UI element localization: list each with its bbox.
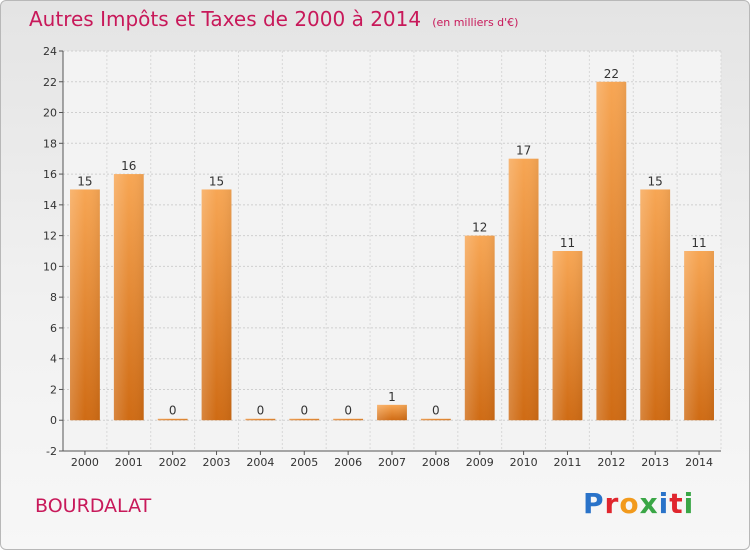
logo-letter: P <box>583 487 605 520</box>
commune-name: BOURDALAT <box>35 495 152 517</box>
bar-shade-2012 <box>596 81 627 421</box>
label-layer: 15 16 0 15 0 0 0 1 0 12 17 11 22 15 11 <box>77 67 706 418</box>
x-tick-label: 2006 <box>334 456 362 469</box>
data-label: 17 <box>516 144 531 158</box>
x-tick-label: 2012 <box>597 456 625 469</box>
data-label: 11 <box>691 236 706 250</box>
bar-shade-2013 <box>640 189 671 421</box>
y-tick-label: 24 <box>43 45 57 58</box>
y-tick-label: 6 <box>50 322 57 335</box>
chart-title: Autres Impôts et Taxes de 2000 à 2014 <box>29 7 422 31</box>
data-label: 0 <box>300 404 308 418</box>
bar-shade-2005 <box>289 418 320 421</box>
x-tick-label: 2014 <box>685 456 713 469</box>
data-label: 1 <box>388 390 396 404</box>
y-tick-label: 14 <box>43 199 57 212</box>
x-tick-label: 2011 <box>553 456 581 469</box>
y-tick-label: -2 <box>46 445 57 458</box>
data-label: 22 <box>604 67 619 81</box>
bar-layer <box>70 81 714 421</box>
x-tick-label: 2010 <box>510 456 538 469</box>
x-tick-label: 2004 <box>246 456 274 469</box>
y-tick-label: 10 <box>43 260 57 273</box>
data-label: 0 <box>257 404 265 418</box>
data-label: 0 <box>344 404 352 418</box>
bar-shade-2003 <box>201 189 232 421</box>
y-tick-label: 16 <box>43 168 57 181</box>
y-tick-label: 18 <box>43 137 57 150</box>
bar-shade-2002 <box>157 418 188 421</box>
x-tick-label: 2001 <box>115 456 143 469</box>
x-tick-label: 2005 <box>290 456 318 469</box>
y-tick-label: 20 <box>43 107 57 120</box>
x-tick-label: 2009 <box>466 456 494 469</box>
bar-shade-2006 <box>333 418 364 421</box>
data-label: 12 <box>472 221 487 235</box>
data-label: 11 <box>560 236 575 250</box>
y-tick-label: 8 <box>50 291 57 304</box>
y-tick-label: 4 <box>50 353 57 366</box>
data-label: 15 <box>648 174 663 188</box>
logo-letter: o <box>619 487 640 520</box>
y-tick-label: 22 <box>43 76 57 89</box>
x-tick-label: 2003 <box>203 456 231 469</box>
bar-shade-2007 <box>377 404 407 421</box>
logo-letter: r <box>604 487 620 520</box>
bar-shade-2008 <box>420 418 451 421</box>
data-label: 0 <box>169 404 177 418</box>
logo-letter: i <box>658 487 670 520</box>
data-label: 15 <box>77 174 92 188</box>
x-tick-label: 2000 <box>71 456 99 469</box>
bar-shade-2004 <box>245 418 276 421</box>
y-tick-label: 12 <box>43 230 57 243</box>
bar-shade-2014 <box>684 251 714 421</box>
bar-shade-2000 <box>70 189 100 421</box>
chart-title-wrap: Autres Impôts et Taxes de 2000 à 2014 (e… <box>29 7 518 31</box>
data-label: 16 <box>121 159 136 173</box>
y-tick-label: 2 <box>50 383 57 396</box>
bar-shade-2011 <box>552 251 583 421</box>
x-tick-label: 2008 <box>422 456 450 469</box>
logo-letter: i <box>683 487 695 520</box>
data-label: 0 <box>432 404 440 418</box>
bar-shade-2009 <box>464 235 495 421</box>
logo-letter: x <box>639 487 659 520</box>
x-tick-label: 2013 <box>641 456 669 469</box>
x-tick-label: 2007 <box>378 456 406 469</box>
x-tick-label: 2002 <box>159 456 187 469</box>
logo-letter: t <box>669 487 684 520</box>
y-tick-label: 0 <box>50 414 57 427</box>
chart-subtitle: (en milliers d'€) <box>432 16 519 29</box>
data-label: 15 <box>209 174 224 188</box>
proxiti-logo[interactable]: Proxiti <box>583 487 694 520</box>
bar-shade-2001 <box>113 174 144 421</box>
bar-shade-2010 <box>508 158 539 421</box>
